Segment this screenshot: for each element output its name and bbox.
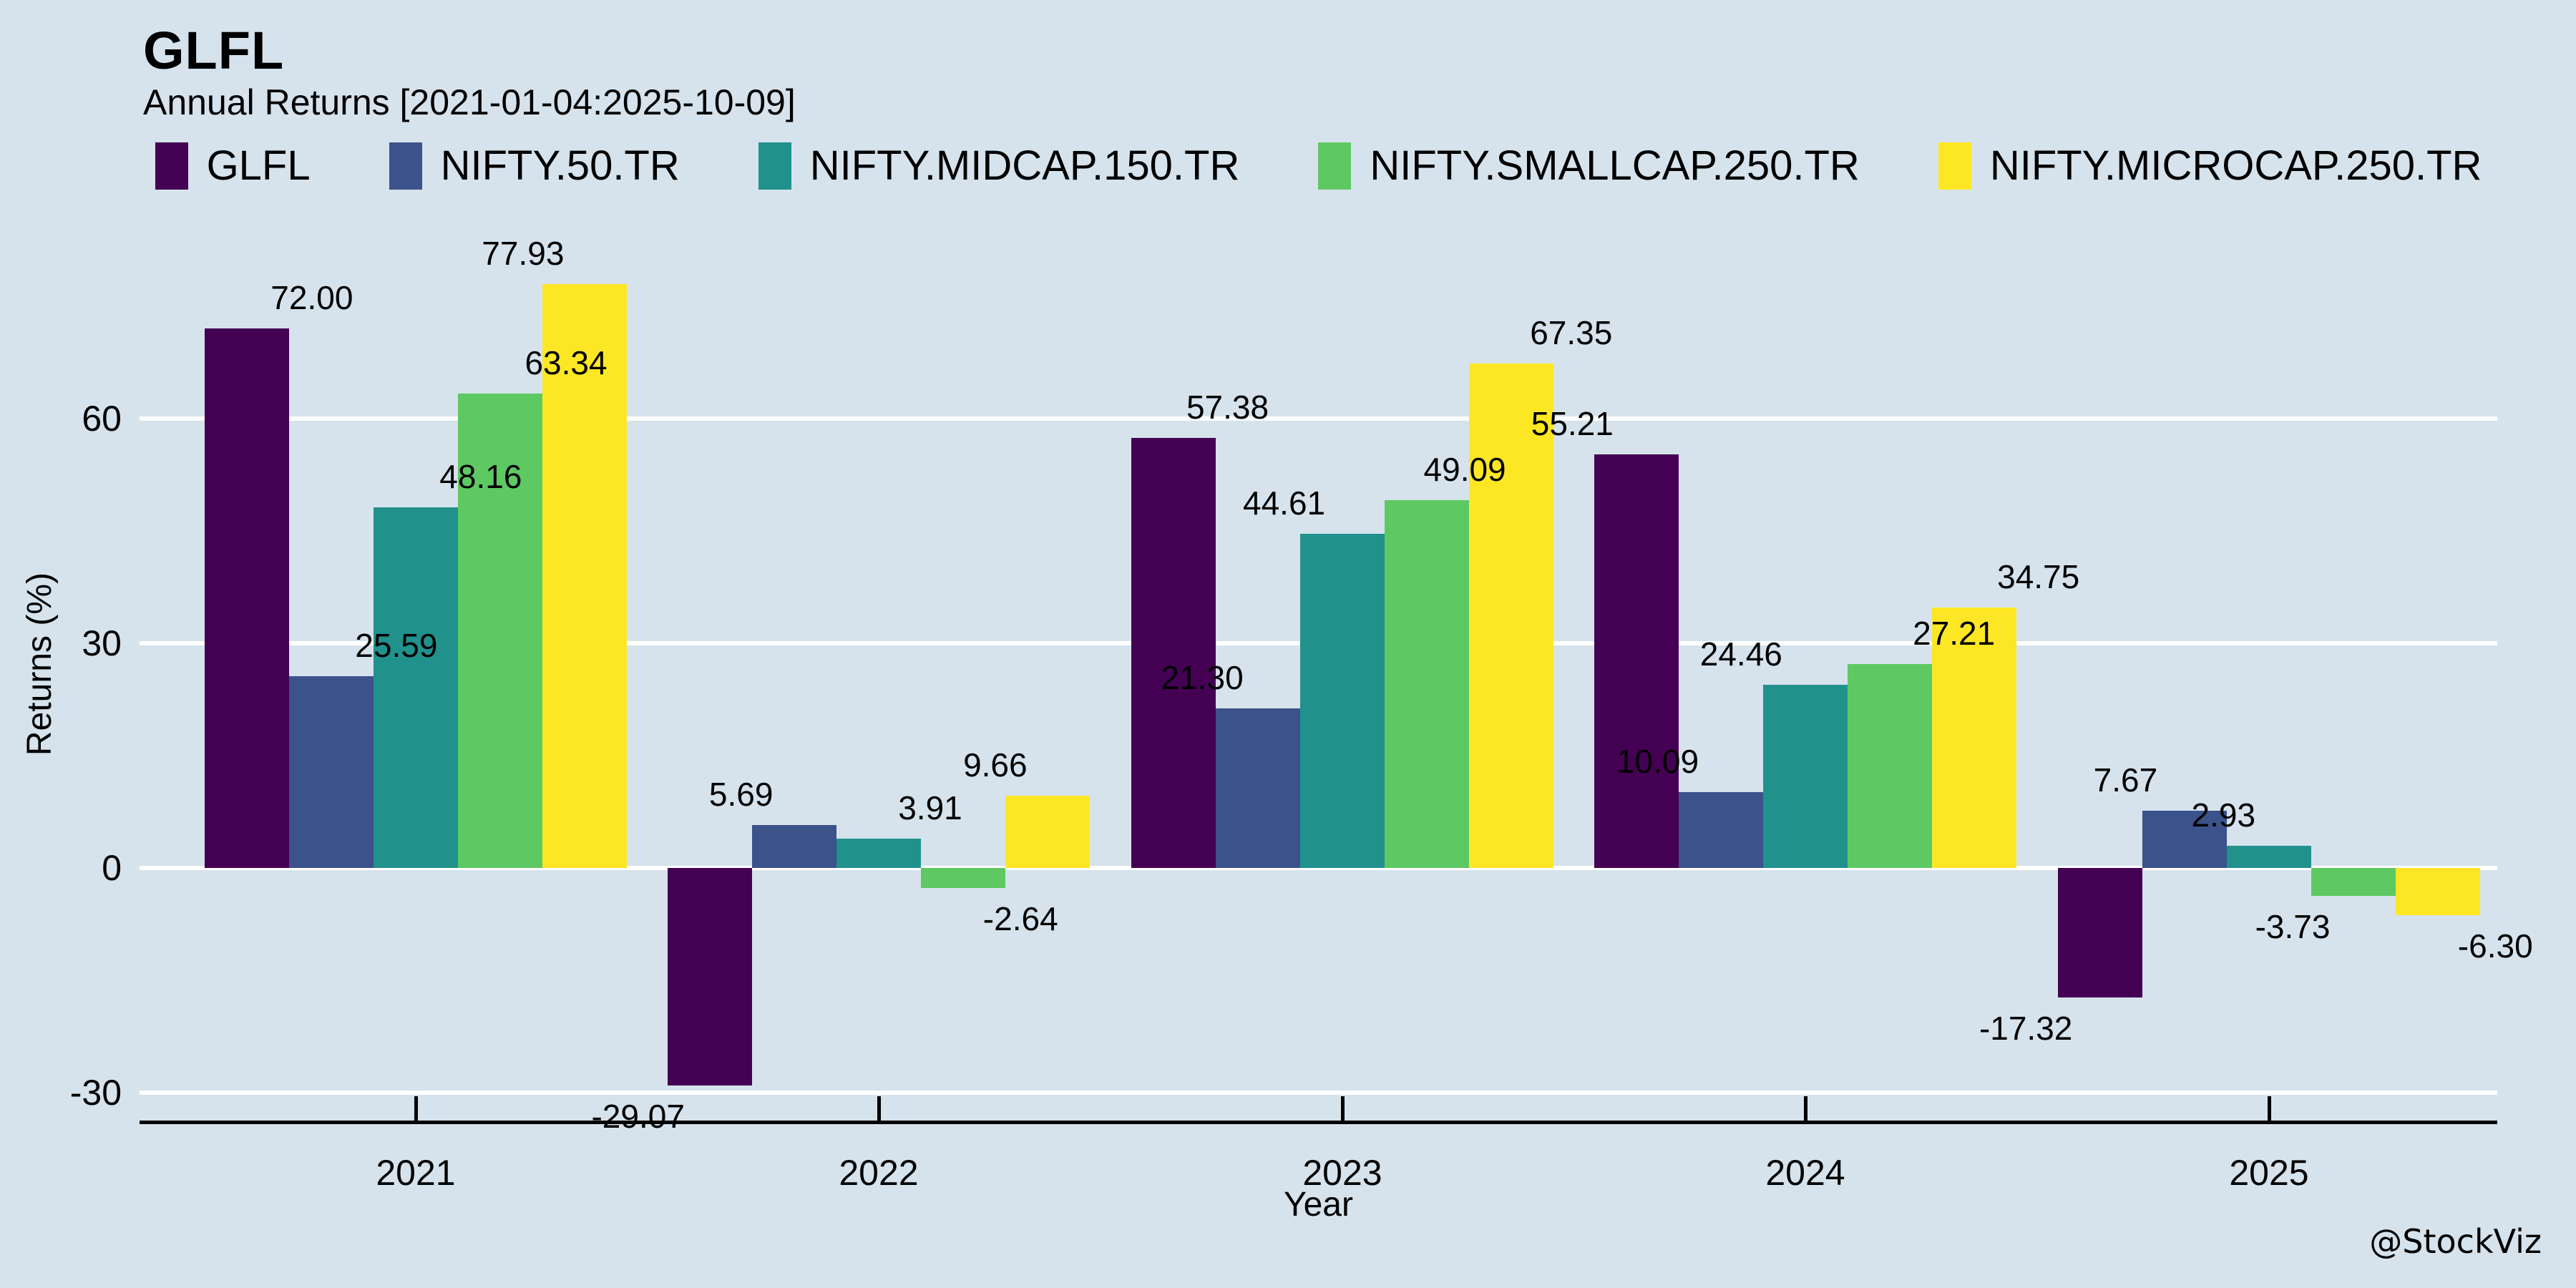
x-tick-label-2025: 2025 <box>2229 1153 2309 1193</box>
value-label-GLFL-2023: 57.38 <box>1186 389 1269 426</box>
x-tick-2024 <box>1804 1096 1807 1121</box>
value-label-NIFTY.SMALLCAP.250.TR-2024: 27.21 <box>1913 615 1996 653</box>
value-label-NIFTY.SMALLCAP.250.TR-2025: -3.73 <box>2255 908 2331 946</box>
value-label-NIFTY.MICROCAP.250.TR-2024: 34.75 <box>1997 558 2080 596</box>
value-label-NIFTY.50.TR-2025: 7.67 <box>2093 761 2158 799</box>
bar-NIFTY.50.TR-2024 <box>1679 792 1763 868</box>
legend-label: GLFL <box>206 142 311 189</box>
legend-swatch-NIFTY.MIDCAP.150.TR <box>758 142 791 190</box>
value-label-NIFTY.MIDCAP.150.TR-2021: 48.16 <box>439 457 522 495</box>
bar-GLFL-2023 <box>1131 438 1216 868</box>
legend-swatch-NIFTY.SMALLCAP.250.TR <box>1318 142 1352 190</box>
bar-NIFTY.MIDCAP.150.TR-2022 <box>836 839 921 868</box>
bar-NIFTY.MICROCAP.250.TR-2022 <box>1005 795 1090 868</box>
value-label-GLFL-2022: -29.07 <box>591 1098 685 1136</box>
value-label-NIFTY.50.TR-2023: 21.30 <box>1161 658 1244 696</box>
value-label-NIFTY.SMALLCAP.250.TR-2022: -2.64 <box>982 899 1058 937</box>
legend-swatch-GLFL <box>155 142 188 190</box>
bar-NIFTY.50.TR-2023 <box>1216 708 1300 868</box>
value-label-NIFTY.MICROCAP.250.TR-2023: 67.35 <box>1530 313 1613 351</box>
legend-label: NIFTY.50.TR <box>440 142 680 189</box>
x-tick-2021 <box>414 1096 418 1121</box>
legend-item-NIFTY.MIDCAP.150.TR: NIFTY.MIDCAP.150.TR <box>758 142 1240 190</box>
value-label-GLFL-2024: 55.21 <box>1531 404 1614 442</box>
bar-NIFTY.SMALLCAP.250.TR-2025 <box>2311 868 2396 897</box>
legend-label: NIFTY.SMALLCAP.250.TR <box>1370 142 1860 189</box>
x-tick-label-2024: 2024 <box>1765 1153 1845 1193</box>
bar-NIFTY.MIDCAP.150.TR-2021 <box>374 507 458 868</box>
chart-subtitle: Annual Returns [2021-01-04:2025-10-09] <box>143 82 796 122</box>
bar-GLFL-2022 <box>668 868 752 1086</box>
y-tick-label--30: -30 <box>69 1073 122 1113</box>
x-tick-2023 <box>1341 1096 1345 1121</box>
value-label-NIFTY.SMALLCAP.250.TR-2021: 63.34 <box>525 343 608 381</box>
bar-NIFTY.MICROCAP.250.TR-2025 <box>2396 868 2480 915</box>
legend-item-NIFTY.50.TR: NIFTY.50.TR <box>389 142 680 190</box>
bar-NIFTY.SMALLCAP.250.TR-2024 <box>1848 664 1932 868</box>
value-label-NIFTY.MICROCAP.250.TR-2025: -6.30 <box>2457 927 2533 965</box>
bar-NIFTY.MICROCAP.250.TR-2023 <box>1469 363 1553 868</box>
legend-label: NIFTY.MICROCAP.250.TR <box>1989 142 2482 189</box>
legend-item-NIFTY.MICROCAP.250.TR: NIFTY.MICROCAP.250.TR <box>1938 142 2482 190</box>
legend-label: NIFTY.MIDCAP.150.TR <box>809 142 1240 189</box>
value-label-NIFTY.MICROCAP.250.TR-2022: 9.66 <box>963 746 1028 784</box>
value-label-GLFL-2025: -17.32 <box>1979 1010 2073 1048</box>
x-tick-label-2022: 2022 <box>839 1153 919 1193</box>
y-tick-label-0: 0 <box>102 848 122 888</box>
legend-item-NIFTY.SMALLCAP.250.TR: NIFTY.SMALLCAP.250.TR <box>1318 142 1860 190</box>
bar-NIFTY.MICROCAP.250.TR-2021 <box>542 284 627 868</box>
x-tick-2025 <box>2268 1096 2271 1121</box>
value-label-NIFTY.MIDCAP.150.TR-2023: 44.61 <box>1243 484 1326 522</box>
value-label-NIFTY.50.TR-2022: 5.69 <box>708 776 774 814</box>
bar-NIFTY.MICROCAP.250.TR-2024 <box>1932 608 2016 868</box>
x-axis-line <box>140 1121 2497 1124</box>
bar-NIFTY.SMALLCAP.250.TR-2022 <box>921 868 1005 888</box>
y-tick-label-30: 30 <box>82 623 122 663</box>
y-tick-label-60: 60 <box>82 398 122 439</box>
bar-GLFL-2021 <box>205 328 289 868</box>
value-label-NIFTY.MIDCAP.150.TR-2024: 24.46 <box>1699 635 1782 673</box>
value-label-NIFTY.MICROCAP.250.TR-2021: 77.93 <box>482 235 565 273</box>
legend-item-GLFL: GLFL <box>155 142 311 190</box>
legend-swatch-NIFTY.50.TR <box>389 142 422 190</box>
legend: GLFL NIFTY.50.TR NIFTY.MIDCAP.150.TR NIFTY.… <box>140 142 2497 190</box>
x-tick-label-2021: 2021 <box>376 1153 456 1193</box>
value-label-NIFTY.50.TR-2024: 10.09 <box>1616 743 1699 781</box>
x-axis-title: Year <box>1284 1186 1353 1224</box>
bar-NIFTY.50.TR-2025 <box>2142 810 2227 868</box>
x-tick-2022 <box>877 1096 881 1121</box>
value-label-NIFTY.MIDCAP.150.TR-2022: 3.91 <box>898 789 962 827</box>
value-label-NIFTY.50.TR-2021: 25.59 <box>355 627 438 665</box>
bar-NIFTY.MIDCAP.150.TR-2023 <box>1300 533 1385 868</box>
value-label-GLFL-2021: 72.00 <box>270 279 353 317</box>
chart-title: GLFL <box>143 21 285 80</box>
legend-swatch-NIFTY.MICROCAP.250.TR <box>1938 142 1971 190</box>
bar-NIFTY.MIDCAP.150.TR-2025 <box>2227 846 2311 868</box>
value-label-NIFTY.MIDCAP.150.TR-2025: 2.93 <box>2191 796 2256 834</box>
bar-NIFTY.SMALLCAP.250.TR-2023 <box>1385 500 1469 868</box>
bar-GLFL-2024 <box>1594 454 1679 868</box>
watermark: @StockViz <box>2369 1222 2542 1261</box>
gridline--30 <box>140 1091 2497 1096</box>
bar-GLFL-2025 <box>2058 868 2142 998</box>
bar-NIFTY.50.TR-2021 <box>289 676 374 868</box>
bar-NIFTY.SMALLCAP.250.TR-2021 <box>458 393 542 868</box>
bar-NIFTY.50.TR-2022 <box>752 825 836 868</box>
value-label-NIFTY.SMALLCAP.250.TR-2023: 49.09 <box>1423 451 1506 489</box>
gridline-60 <box>140 416 2497 421</box>
bar-NIFTY.MIDCAP.150.TR-2024 <box>1763 684 1848 868</box>
gridline-0 <box>140 866 2497 870</box>
x-tick-label-2023: 2023 <box>1302 1153 1382 1193</box>
